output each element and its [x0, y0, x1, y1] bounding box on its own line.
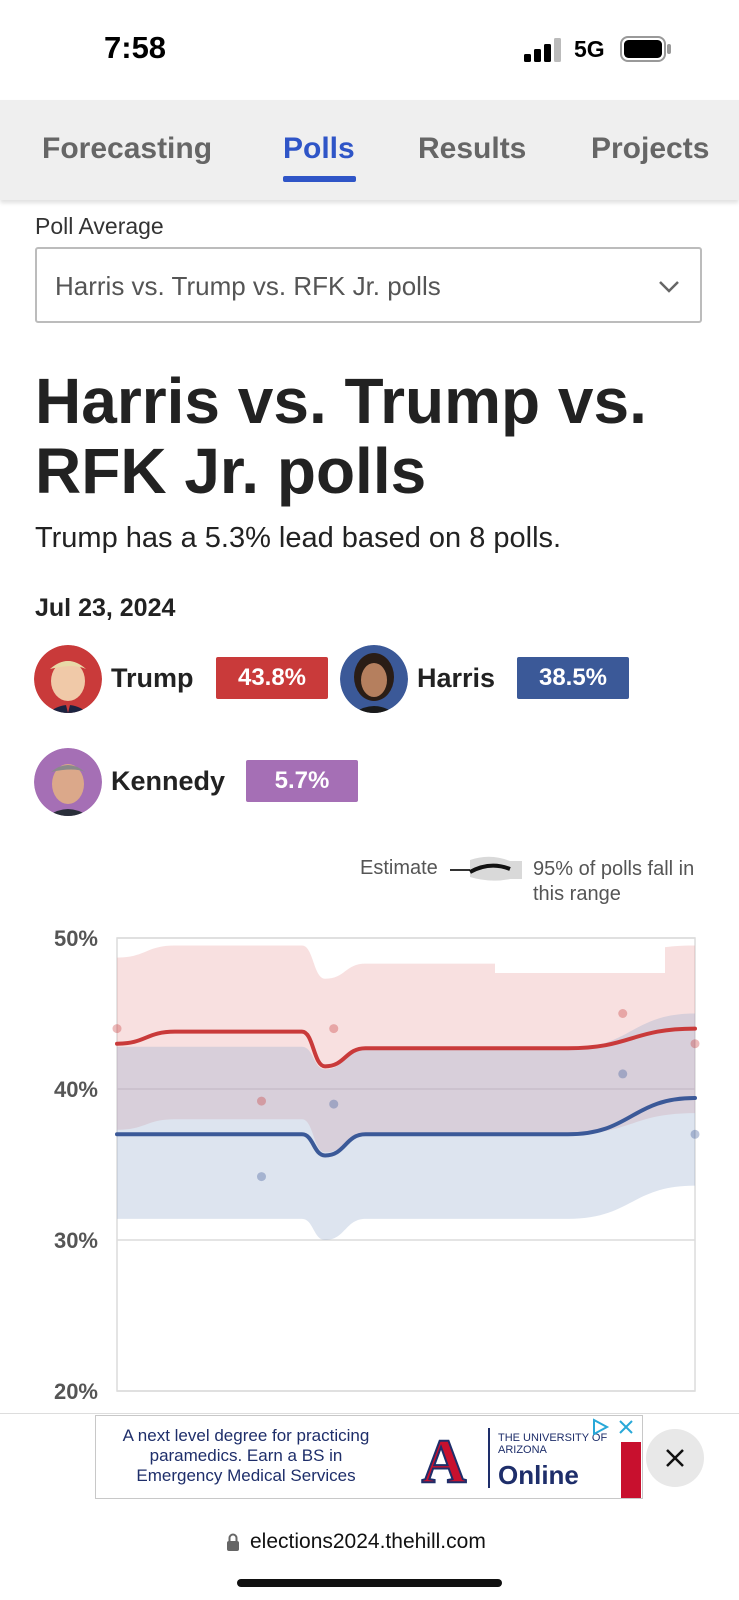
lock-icon	[227, 1533, 239, 1551]
candidate-name: Kennedy	[111, 766, 226, 796]
y-tick-label: 30%	[54, 1228, 98, 1253]
ad-dismiss-icon[interactable]	[616, 1418, 636, 1436]
candidate-kennedy: Kennedy 5.7%	[34, 748, 364, 818]
poll-select-value: Harris vs. Trump vs. RFK Jr. polls	[55, 271, 441, 301]
logo-letter: A	[422, 1428, 467, 1488]
harris-poll-point	[257, 1172, 266, 1182]
candidate-harris: Harris 38.5%	[340, 645, 640, 715]
poll-select[interactable]: Harris vs. Trump vs. RFK Jr. polls	[35, 247, 702, 323]
university-logo: A	[421, 1428, 468, 1488]
tab-results[interactable]: Results	[418, 132, 527, 165]
ad-accent-bar	[621, 1442, 641, 1498]
y-tick-label: 50%	[54, 926, 98, 951]
legend-range-swatch	[450, 856, 522, 881]
trump-poll-point	[690, 1039, 700, 1049]
status-time: 7:58	[104, 30, 167, 65]
signal-icon	[524, 38, 561, 62]
page-subtitle: Trump has a 5.3% lead based on 8 polls.	[35, 522, 562, 554]
trump-estimate-line	[115, 1026, 697, 1069]
section-tabs: Forecasting Polls Results Projects	[0, 100, 739, 200]
tab-polls[interactable]: Polls	[283, 132, 355, 165]
tab-projects[interactable]: Projects	[591, 132, 710, 165]
candidate-value-badge: 5.7%	[246, 760, 358, 802]
network-label: 5G	[574, 36, 605, 62]
ad-separator	[488, 1428, 490, 1488]
tab-forecasting[interactable]: Forecasting	[42, 132, 213, 165]
harris-range-band	[117, 1013, 695, 1240]
trump-avatar	[34, 645, 102, 713]
battery-icon	[620, 36, 671, 62]
candidate-value-badge: 38.5%	[517, 657, 629, 699]
close-icon	[666, 1449, 684, 1467]
legend-estimate-label: Estimate	[360, 857, 438, 879]
harris-estimate-line	[115, 1096, 697, 1158]
harris-poll-point	[690, 1129, 700, 1139]
legend-range-label: 95% of polls fall in this range	[533, 858, 695, 905]
home-indicator	[237, 1579, 502, 1587]
poll-average-label: Poll Average	[35, 213, 164, 239]
candidate-name: Trump	[111, 663, 194, 693]
y-tick-label: 40%	[54, 1077, 98, 1102]
url-text: elections2024.thehill.com	[250, 1530, 486, 1553]
trump-poll-point	[257, 1096, 266, 1106]
y-tick-label: 20%	[54, 1379, 98, 1404]
active-tab-indicator	[283, 176, 356, 182]
ad-choices-icon[interactable]	[590, 1418, 610, 1436]
trump-poll-point	[329, 1024, 339, 1034]
chart-svg: 50% 40% 30% 20%	[54, 926, 700, 1404]
candidate-value-badge: 43.8%	[216, 657, 328, 699]
status-bar: 7:58 5G	[0, 0, 739, 100]
harris-poll-point	[618, 1069, 628, 1079]
candidate-trump: Trump 43.8%	[34, 645, 334, 715]
ad-content[interactable]: A next level degree for practicing param…	[95, 1415, 643, 1499]
chevron-down-icon	[659, 281, 679, 293]
chart-legend: Estimate 95% of polls fall in this range	[350, 855, 730, 915]
ad-online-label: Online	[498, 1460, 579, 1490]
kennedy-avatar	[34, 748, 102, 816]
ad-text: A next level degree for practicing param…	[122, 1426, 370, 1485]
trump-poll-point	[112, 1024, 122, 1034]
poll-date: Jul 23, 2024	[35, 594, 176, 622]
close-ad-button[interactable]	[646, 1429, 704, 1487]
harris-poll-point	[329, 1099, 339, 1109]
ad-university-name: THE UNIVERSITY OF ARIZONA	[498, 1432, 608, 1456]
candidate-name: Harris	[417, 663, 496, 693]
poll-average-chart: 50% 40% 30% 20%	[0, 905, 739, 1415]
trump-poll-point	[618, 1009, 628, 1018]
chart-mask	[495, 939, 665, 973]
harris-avatar	[340, 645, 408, 713]
ad-banner: A next level degree for practicing param…	[0, 1413, 739, 1512]
browser-url-bar[interactable]: elections2024.thehill.com	[0, 1511, 739, 1600]
page-title: Harris vs. Trump vs. RFK Jr. polls	[35, 365, 647, 507]
